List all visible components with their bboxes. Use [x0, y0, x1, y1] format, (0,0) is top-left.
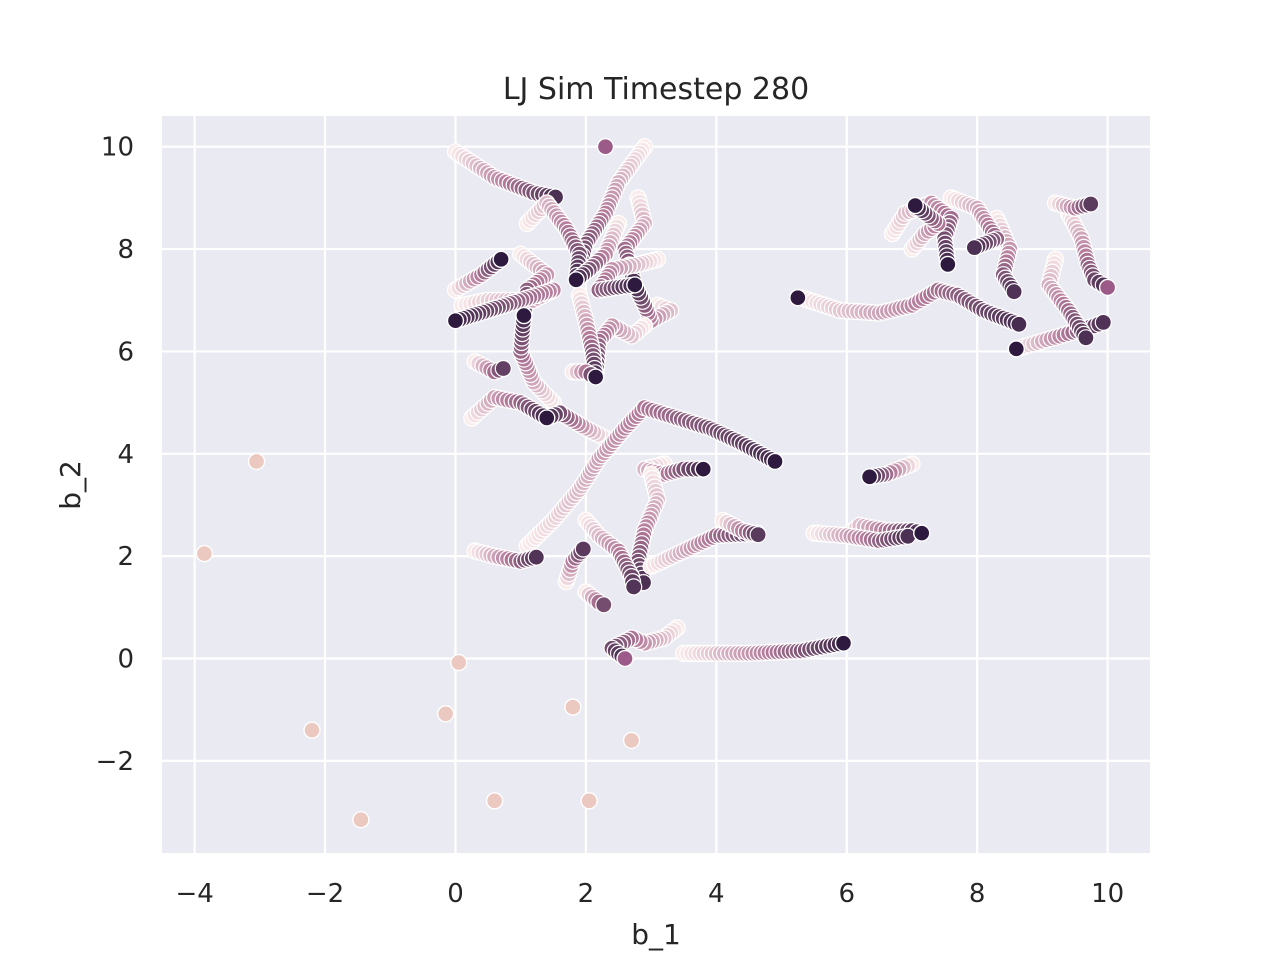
current-point: [766, 452, 784, 471]
trajectory-point: [1082, 195, 1100, 213]
x-tick-label: 0: [447, 879, 464, 909]
x-tick-label: 2: [578, 879, 595, 909]
y-tick-label: 0: [117, 645, 134, 675]
current-point: [567, 271, 585, 289]
y-tick-labels: −2 0 2 4 6 8 10: [96, 133, 134, 777]
x-axis-label: b_1: [631, 918, 681, 951]
trajectory-point: [965, 239, 984, 257]
isolated-point: [352, 811, 370, 829]
isolated-point: [564, 698, 582, 716]
isolated-point: [622, 731, 641, 750]
current-point: [789, 288, 807, 307]
data-points: [195, 138, 1117, 829]
isolated-point: [195, 544, 214, 563]
y-axis-label: b_2: [54, 460, 87, 510]
current-point: [1098, 278, 1117, 297]
x-tick-label: 8: [969, 879, 986, 909]
x-tick-label: 6: [838, 879, 855, 909]
x-tick-label: −2: [306, 879, 344, 909]
chart-title: LJ Sim Timestep 280: [503, 72, 809, 107]
current-point: [860, 468, 879, 486]
current-point: [906, 196, 924, 215]
current-point: [616, 649, 634, 668]
trajectory-point: [1010, 315, 1028, 333]
current-point: [515, 306, 533, 325]
current-point: [596, 138, 615, 156]
trajectory-trails: [446, 138, 1112, 665]
isolated-point: [485, 792, 504, 810]
isolated-point: [303, 721, 321, 739]
current-point: [834, 634, 853, 652]
trajectory-point: [595, 596, 613, 614]
current-point: [538, 409, 556, 427]
x-tick-labels: −4 −2 0 2 4 6 8 10: [175, 879, 1124, 909]
y-tick-label: 2: [117, 542, 134, 572]
y-tick-label: 10: [101, 133, 134, 163]
y-tick-label: 4: [117, 440, 134, 470]
isolated-point: [450, 653, 468, 672]
trajectory-point: [1005, 283, 1023, 301]
trajectory-point: [1094, 313, 1112, 331]
x-tick-label: 4: [708, 879, 725, 909]
trajectory-point: [1077, 329, 1095, 347]
isolated-point: [436, 705, 455, 723]
current-point: [626, 276, 644, 294]
y-tick-label: 6: [117, 337, 134, 367]
trajectory-point: [749, 526, 767, 544]
current-point: [446, 312, 465, 330]
isolated-point: [247, 452, 266, 471]
current-point: [1007, 340, 1026, 358]
trajectory-point: [574, 540, 592, 558]
current-point: [694, 460, 712, 478]
trajectory-point: [527, 548, 545, 566]
x-tick-label: 10: [1091, 879, 1124, 909]
trajectory-point: [625, 578, 643, 596]
x-tick-label: −4: [175, 879, 213, 909]
y-tick-label: −2: [96, 747, 134, 777]
current-point: [586, 368, 605, 386]
current-point: [492, 250, 510, 269]
y-tick-label: 8: [117, 235, 134, 265]
current-point: [913, 524, 931, 542]
current-point: [939, 255, 957, 274]
trajectory-point: [494, 359, 512, 378]
isolated-point: [580, 792, 598, 810]
